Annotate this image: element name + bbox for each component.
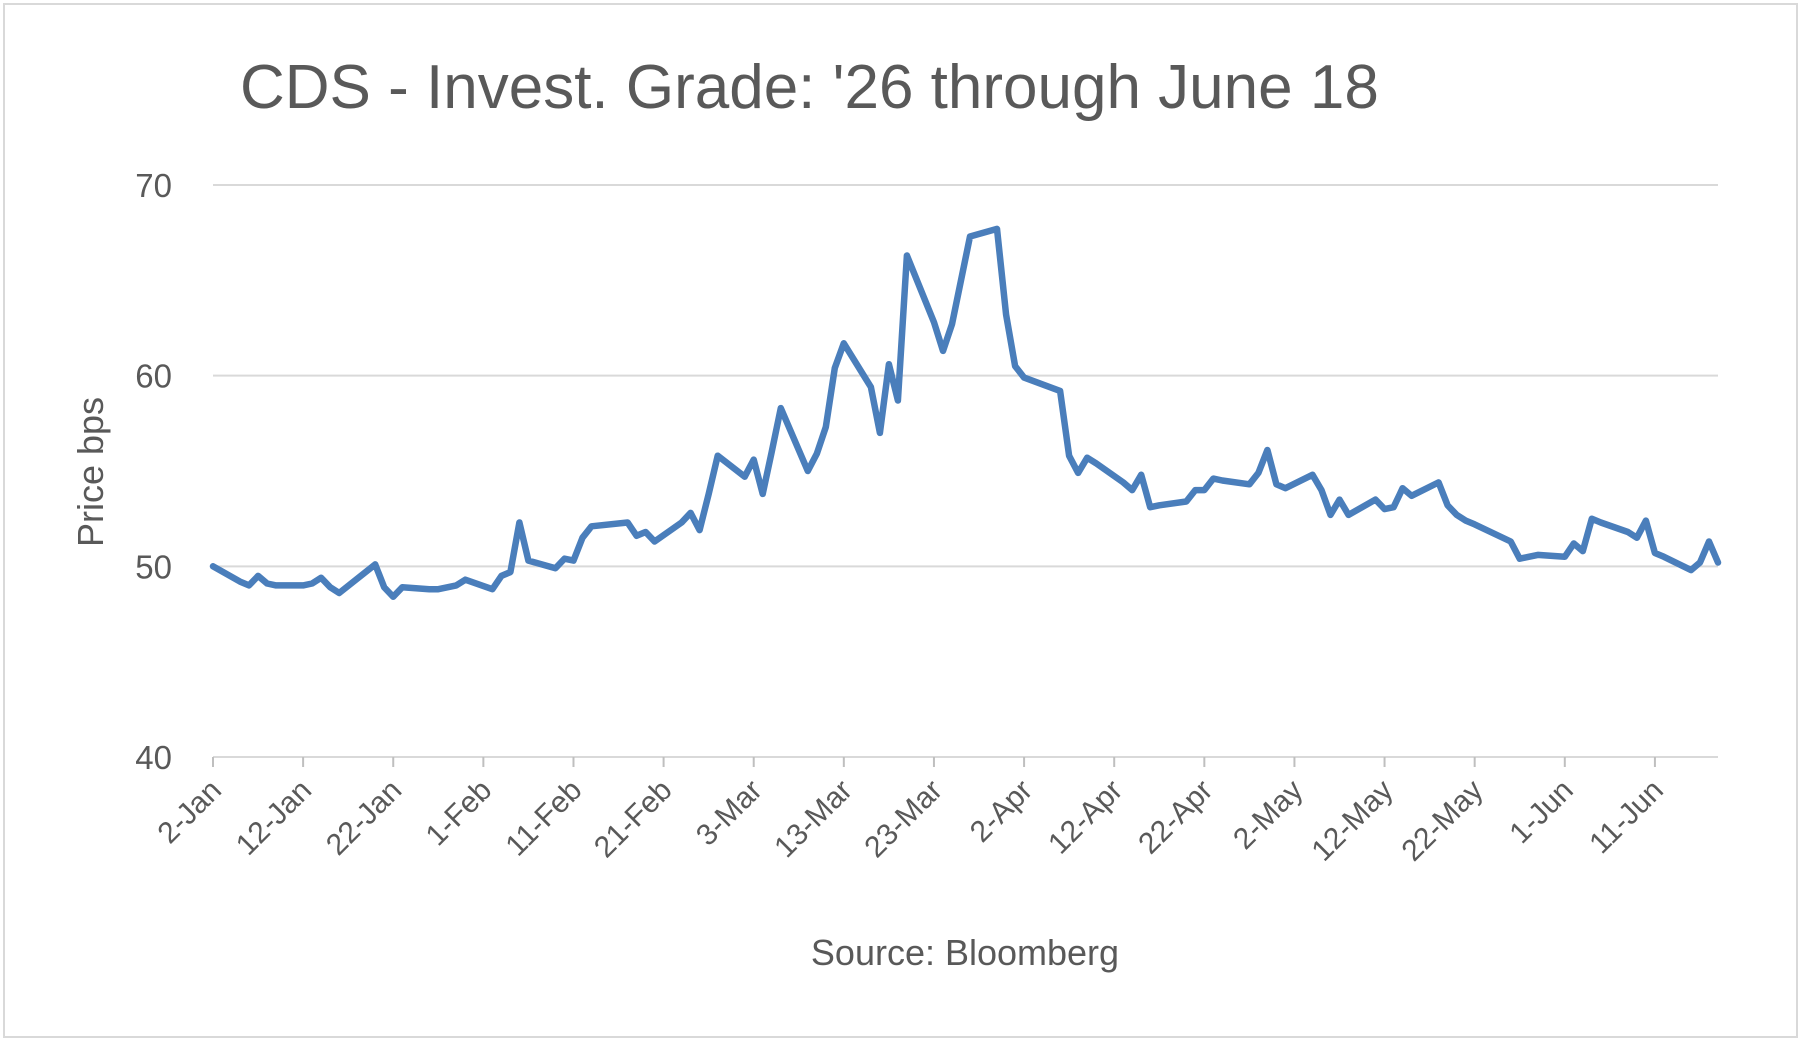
series-line (209, 225, 1722, 601)
chart-frame (3, 3, 1798, 1038)
x-tick-label: 12-Jan (230, 774, 318, 862)
x-tick-label: 1-Feb (420, 774, 499, 853)
y-axis-ticks: 40 50 60 70 (135, 167, 172, 776)
x-tick-label: 1-Jun (1503, 774, 1579, 850)
gridlines (213, 184, 1718, 568)
x-tick-label: 2-Jan (152, 774, 228, 850)
series-group (209, 225, 1722, 601)
x-tick-label: 22-Jan (320, 774, 408, 862)
x-tick-label: 12-Apr (1042, 774, 1129, 861)
x-tick-label: 22-May (1396, 774, 1490, 868)
y-tick-label: 40 (135, 739, 172, 776)
x-tick-label: 11-Feb (499, 774, 588, 863)
x-tick-label: 22-Apr (1132, 774, 1219, 861)
y-tick-label: 60 (135, 358, 172, 395)
x-tick-label: 2-May (1227, 774, 1309, 856)
y-tick-label: 70 (135, 167, 172, 204)
x-tick-label: 3-Mar (690, 774, 769, 853)
x-tick-label: 12-May (1305, 774, 1399, 868)
x-tick-label: 13-Mar (768, 774, 859, 865)
chart-title: CDS - Invest. Grade: '26 through June 18 (240, 53, 1379, 122)
x-tick-label: 21-Feb (588, 774, 679, 865)
x-tick-label: 23-Mar (858, 774, 949, 865)
y-tick-label: 50 (135, 548, 172, 585)
x-axis: 2-Jan 12-Jan 22-Jan 1-Feb 11-Feb 21-Feb 3-Mar 1… (152, 756, 1718, 868)
x-axis-label: Source: Bloomberg (811, 932, 1119, 973)
x-tick-label: 2-Apr (964, 774, 1039, 849)
y-axis-label: Price bps (70, 397, 111, 547)
x-tick-label: 11-Jun (1583, 774, 1670, 861)
